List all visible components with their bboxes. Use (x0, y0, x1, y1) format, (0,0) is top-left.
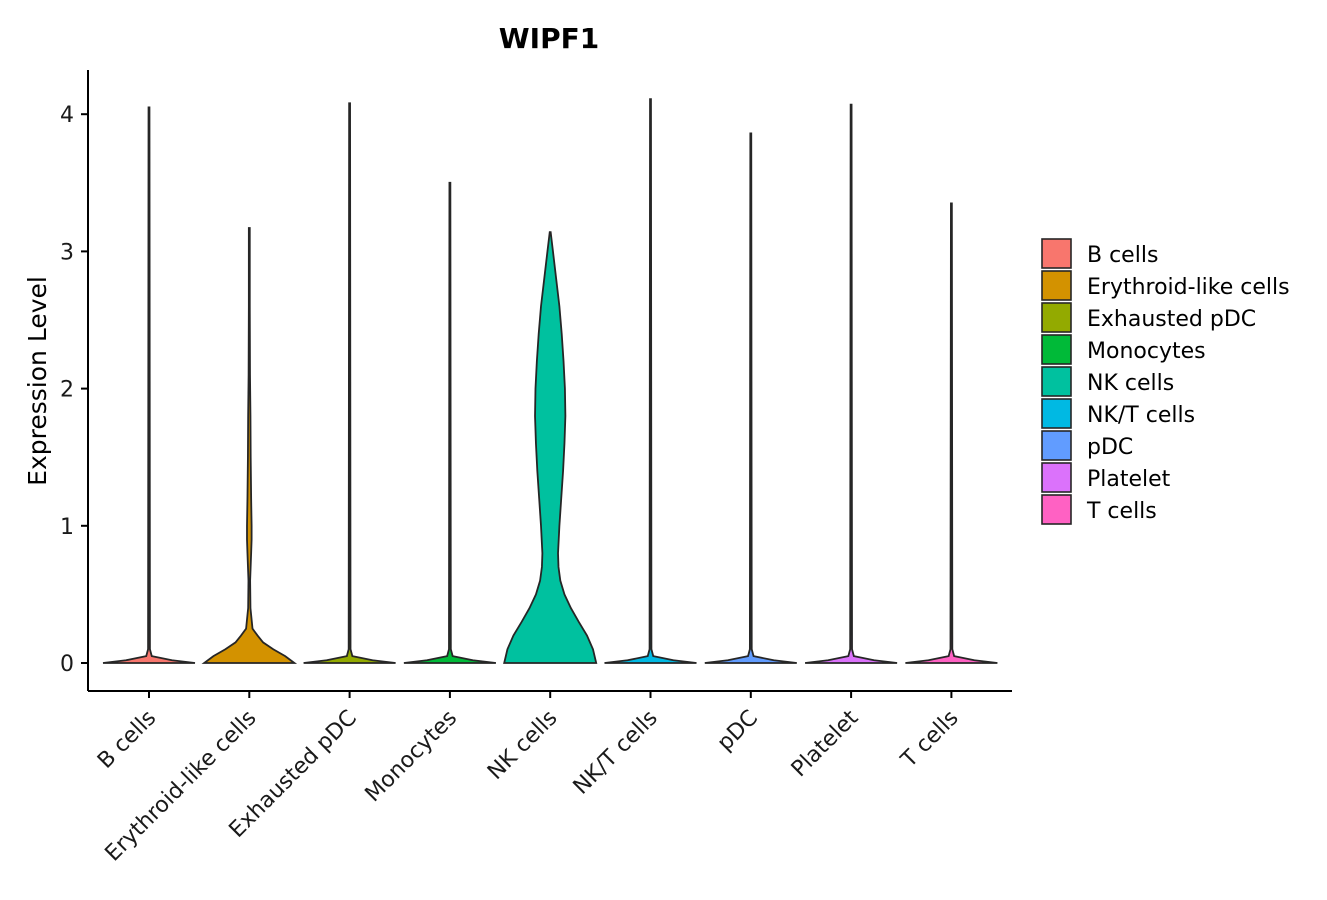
plot-area (102, 98, 998, 664)
y-tick-label-4: 4 (60, 103, 74, 128)
x-tick-label-platelet: Platelet (787, 705, 864, 782)
violin-b-cells (102, 106, 196, 664)
legend-label-platelet: Platelet (1087, 467, 1171, 492)
violin-erythroid-like-cells (201, 227, 298, 664)
legend-key-monocytes (1041, 334, 1072, 365)
legend-key-nk-cells (1041, 366, 1072, 397)
x-tick-label-nk-cells: NK cells (483, 706, 562, 785)
violin-nk-cells (503, 231, 598, 664)
legend-key-b-cells (1041, 238, 1072, 269)
violin-platelet (804, 103, 898, 664)
violin-monocytes (403, 181, 497, 664)
x-tick-label-pdc: pDC (713, 706, 763, 756)
legend-label-exhausted-pdc: Exhausted pDC (1087, 307, 1256, 332)
legend-label-erythroid-like-cells: Erythroid-like cells (1087, 275, 1290, 300)
x-tick-label-b-cells: B cells (93, 706, 161, 774)
x-tick-label-t-cells: T cells (896, 706, 964, 774)
legend-label-pdc: pDC (1087, 435, 1133, 460)
violin-pdc (704, 132, 797, 664)
y-tick-label-2: 2 (60, 378, 74, 403)
legend-key-nk-t-cells (1041, 398, 1072, 429)
legend-label-nk-cells: NK cells (1087, 371, 1174, 396)
legend-label-b-cells: B cells (1087, 243, 1158, 268)
legend-key-platelet (1041, 462, 1072, 493)
violin-nk-t-cells (604, 98, 697, 664)
y-tick-label-1: 1 (60, 515, 74, 540)
y-axis-title: Expression Level (23, 276, 52, 486)
y-tick-label-0: 0 (60, 652, 74, 677)
legend-key-t-cells (1041, 494, 1072, 525)
legend-label-monocytes: Monocytes (1087, 339, 1206, 364)
legend-key-pdc (1041, 430, 1072, 461)
chart-title: WIPF1 (499, 22, 599, 55)
legend-label-nk-t-cells: NK/T cells (1087, 403, 1195, 428)
legend-key-exhausted-pdc (1041, 302, 1072, 333)
violin-exhausted-pdc (303, 102, 396, 664)
x-tick-label-nk-t-cells: NK/T cells (569, 706, 663, 800)
x-tick-label-monocytes: Monocytes (361, 706, 463, 808)
legend: B cells Erythroid-like cells Exhausted pDC… (1041, 238, 1290, 525)
legend-label-t-cells: T cells (1086, 499, 1157, 524)
violin-t-cells (905, 202, 998, 664)
y-tick-label-3: 3 (60, 240, 74, 265)
legend-key-erythroid-like-cells (1041, 270, 1072, 301)
